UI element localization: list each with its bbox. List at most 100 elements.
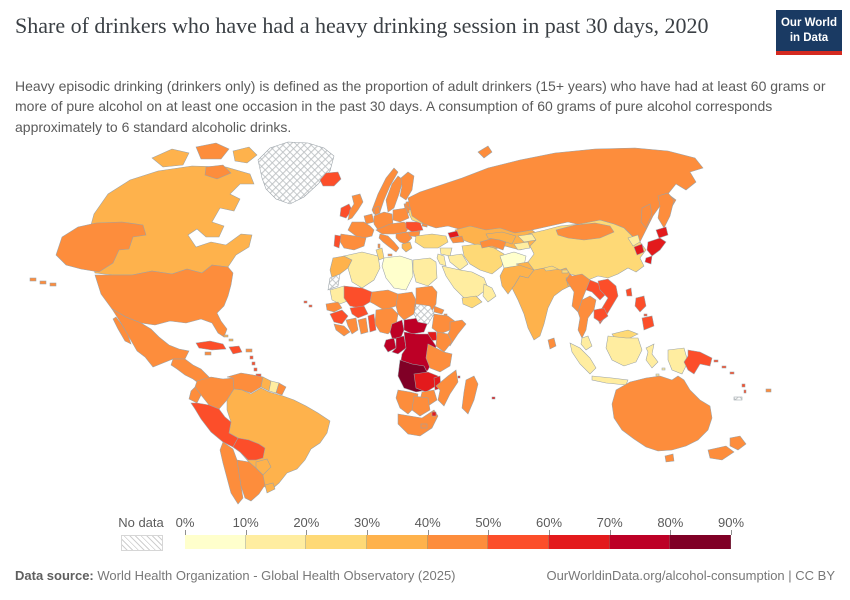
country-solomon-islands[interactable] (729, 371, 735, 375)
country-japan-hokkaido[interactable] (655, 226, 669, 239)
country-lesser-antilles[interactable] (249, 355, 254, 360)
country-solomon-islands[interactable] (713, 359, 719, 363)
country-vanuatu[interactable] (743, 389, 747, 394)
country-cambodia[interactable] (593, 307, 609, 323)
country-aleutians[interactable] (39, 280, 47, 285)
country-philippines-mindanao[interactable] (641, 315, 655, 331)
country-mauritius[interactable] (491, 396, 496, 400)
legend-no-data-swatch[interactable] (121, 535, 163, 551)
country-iraq[interactable] (447, 253, 469, 271)
country-italy[interactable] (378, 233, 400, 253)
country-philippines-luzon[interactable] (634, 295, 647, 313)
country-french-guiana[interactable] (275, 382, 287, 396)
country-moluccas[interactable] (661, 367, 666, 371)
country-australia[interactable] (611, 375, 713, 452)
country-japan-honshu[interactable] (646, 237, 667, 257)
country-argentina[interactable] (236, 459, 266, 502)
country-north-korea[interactable] (627, 234, 641, 247)
country-yemen[interactable] (461, 295, 483, 309)
country-tajikistan[interactable] (513, 241, 531, 251)
country-sierra-leone-liberia[interactable] (333, 323, 351, 337)
country-hispaniola[interactable] (228, 345, 243, 355)
country-novaya-zemlya[interactable] (477, 145, 493, 159)
country-libya[interactable] (381, 255, 414, 291)
country-chile[interactable] (219, 441, 244, 505)
country-united-states[interactable] (94, 264, 234, 338)
country-malaysia[interactable] (580, 335, 593, 351)
country-sardinia[interactable] (377, 243, 381, 249)
country-jamaica[interactable] (204, 351, 212, 356)
country-puerto-rico[interactable] (245, 348, 253, 353)
country-united-kingdom[interactable] (347, 193, 364, 221)
country-kamchatka[interactable] (657, 192, 675, 229)
country-canadian-arctic[interactable] (204, 164, 232, 180)
country-botswana[interactable] (411, 395, 431, 417)
country-moluccas[interactable] (655, 373, 660, 377)
country-uruguay[interactable] (264, 482, 276, 494)
legend-bin-30-40%[interactable] (367, 535, 428, 549)
country-paraguay[interactable] (255, 458, 272, 476)
country-south-sudan[interactable] (413, 303, 435, 325)
legend-bin-70-80%[interactable] (609, 535, 671, 549)
country-ecuador[interactable] (188, 386, 202, 404)
country-south-africa[interactable] (397, 409, 439, 437)
country-aleutians[interactable] (29, 277, 37, 282)
country-sulawesi[interactable] (645, 343, 659, 369)
country-sri-lanka[interactable] (547, 337, 557, 350)
country-fiji[interactable] (765, 388, 772, 393)
country-sweden[interactable] (385, 175, 404, 213)
country-south-korea[interactable] (633, 243, 645, 256)
country-eswatini[interactable] (431, 411, 437, 417)
legend-bin-50-60%[interactable] (488, 535, 550, 549)
country-eritrea[interactable] (433, 305, 445, 315)
country-bhutan[interactable] (561, 269, 569, 274)
country-uzbekistan[interactable] (485, 231, 517, 245)
country-benelux[interactable] (363, 213, 375, 225)
country-papua-new-guinea[interactable] (683, 349, 713, 375)
country-mongolia[interactable] (555, 222, 615, 241)
country-japan-kyushu[interactable] (644, 255, 653, 265)
country-oman[interactable] (482, 283, 497, 303)
country-turkey[interactable] (414, 233, 449, 249)
country-tanzania[interactable] (425, 343, 453, 373)
country-greece[interactable] (401, 241, 413, 253)
country-romania[interactable] (405, 221, 424, 233)
country-new-zealand-north[interactable] (729, 435, 747, 451)
country-guinea[interactable] (329, 309, 349, 325)
owid-logo[interactable]: Our World in Data (776, 10, 842, 55)
country-canadian-arctic[interactable] (232, 146, 258, 164)
country-canadian-arctic[interactable] (195, 142, 230, 160)
country-tasmania[interactable] (664, 453, 675, 463)
country-cuba[interactable] (195, 340, 227, 351)
country-venezuela[interactable] (226, 372, 264, 394)
country-cape-verde[interactable] (308, 304, 313, 308)
country-comoros[interactable] (457, 375, 461, 379)
country-chad[interactable] (395, 291, 417, 321)
country-saudi-arabia[interactable] (441, 265, 489, 299)
country-denmark[interactable] (373, 205, 381, 216)
country-kenya[interactable] (435, 331, 453, 353)
country-new-caledonia[interactable] (733, 396, 743, 401)
country-greenland[interactable] (257, 141, 335, 205)
country-kalimantan[interactable] (605, 335, 643, 367)
country-madagascar[interactable] (461, 375, 479, 415)
country-syria[interactable] (439, 247, 453, 257)
country-thailand[interactable] (577, 295, 597, 339)
country-java[interactable] (591, 375, 629, 386)
country-finland[interactable] (399, 171, 415, 201)
country-madeira[interactable] (303, 300, 308, 304)
country-taiwan[interactable] (625, 287, 633, 297)
country-ivory-coast[interactable] (345, 317, 359, 335)
country-philippines-visayas[interactable] (643, 313, 648, 317)
country-togo-benin[interactable] (367, 313, 377, 333)
country-solomon-islands[interactable] (721, 365, 727, 369)
legend-bin-60-70%[interactable] (549, 535, 610, 549)
country-aleutians[interactable] (49, 282, 57, 287)
country-myanmar[interactable] (565, 273, 591, 313)
country-baja-california[interactable] (112, 316, 132, 345)
country-canadian-arctic[interactable] (151, 148, 190, 168)
legend-bin-20-30%[interactable] (306, 535, 368, 549)
country-algeria[interactable] (343, 251, 381, 289)
country-bahamas[interactable] (228, 338, 234, 342)
country-france[interactable] (347, 221, 375, 239)
